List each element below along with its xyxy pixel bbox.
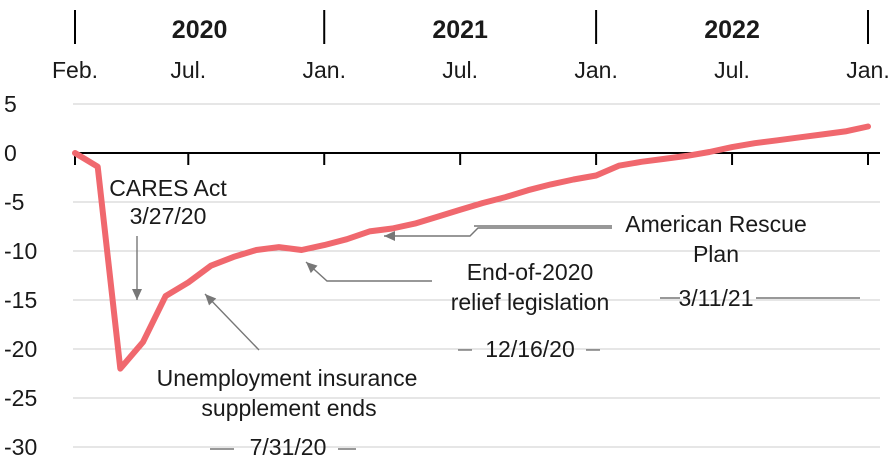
x-month-label: Jan.: [574, 57, 617, 83]
annotation-text: 12/16/20: [485, 336, 575, 362]
y-tick-label: 0: [4, 140, 17, 166]
x-month-label: Feb.: [52, 57, 98, 83]
y-tick-label: -20: [4, 336, 37, 362]
x-month-label: Jul.: [442, 57, 478, 83]
arrowhead: [384, 231, 395, 241]
annotation-text: CARES Act: [109, 175, 227, 201]
annotation-text: American Rescue: [625, 211, 807, 237]
x-month-label: Jan.: [302, 57, 345, 83]
annotation-text: 3/27/20: [130, 203, 207, 229]
annotation-text: supplement ends: [201, 395, 376, 421]
annotation-text: 7/31/20: [250, 434, 327, 460]
annotation: End-of-2020 relief legislation 12/16/20: [451, 259, 610, 362]
x-year-label: 2021: [432, 16, 488, 44]
annotation-leader: [384, 227, 612, 237]
series-line: [72, 123, 871, 372]
x-year-label: 2020: [172, 16, 228, 44]
x-month-label: Jan.: [846, 57, 889, 83]
x-axis-top: Feb. Jul. Jan. Jul. Jan. Jul. Jan. 2020 2021 2022: [52, 10, 890, 83]
annotation-text: 3/11/21: [678, 285, 753, 311]
arrowhead: [205, 294, 217, 306]
gridlines: [73, 103, 880, 448]
annotation-leader: [305, 261, 432, 282]
annotation: Unemployment insurance supplement ends 7/3…: [157, 365, 418, 460]
x-month-label: Jul.: [714, 57, 750, 83]
annotation-leader: [204, 293, 260, 351]
y-tick-label: -15: [4, 287, 37, 313]
x-month-label: Jul.: [170, 57, 206, 83]
y-tick-label: 5: [4, 91, 17, 117]
arrowhead: [132, 289, 142, 300]
y-tick-label: -25: [4, 385, 37, 411]
annotation-text: Plan: [693, 241, 739, 267]
series-layer: [72, 123, 871, 372]
y-axis: 5 0 -5 -10 -15 -20 -25 -30: [4, 91, 37, 460]
y-tick-label: -5: [4, 189, 24, 215]
annotation-text: Unemployment insurance: [157, 365, 418, 391]
annotation-text: relief legislation: [451, 289, 610, 315]
arrowhead: [306, 262, 318, 274]
annotation: American Rescue Plan 3/11/21: [625, 211, 807, 311]
y-tick-label: -10: [4, 238, 37, 264]
y-tick-label: -30: [4, 434, 37, 460]
annotation-text: End-of-2020: [467, 259, 594, 285]
annotation-leaders: [132, 225, 860, 450]
x-year-label: 2022: [704, 16, 760, 44]
